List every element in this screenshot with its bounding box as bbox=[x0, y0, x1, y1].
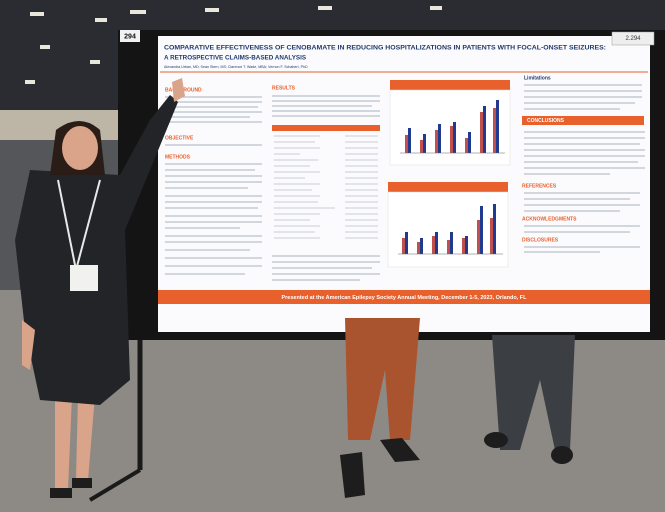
section-heading: ACKNOWLEDGMENTS bbox=[522, 216, 577, 222]
section-heading: DISCLOSURES bbox=[522, 237, 559, 243]
board-number-tag bbox=[120, 30, 140, 42]
section-heading: Limitations bbox=[524, 75, 551, 81]
presenter bbox=[15, 78, 185, 498]
figure-bars bbox=[400, 100, 505, 154]
badge bbox=[70, 265, 98, 291]
conclusions-bar bbox=[522, 116, 644, 125]
section-heading: REFERENCES bbox=[522, 183, 557, 189]
poster-number-box bbox=[611, 31, 655, 46]
section-heading: CONCLUSIONS bbox=[527, 118, 565, 124]
poster-number: 2.294 bbox=[625, 36, 641, 42]
footer-bar bbox=[158, 290, 650, 304]
poster-footer: Presented at the American Epilepsy Socie… bbox=[281, 295, 527, 301]
section-heading: OBJECTIVE bbox=[165, 135, 194, 141]
board-foot bbox=[88, 468, 142, 502]
poster-subtitle: A RETROSPECTIVE CLAIMS-BASED ANALYSIS bbox=[164, 55, 306, 62]
figure-header bbox=[390, 80, 510, 90]
person-behind bbox=[340, 318, 575, 498]
figure-header bbox=[388, 182, 508, 192]
table-header bbox=[272, 125, 380, 131]
figure bbox=[387, 191, 509, 268]
ceiling-lights bbox=[25, 6, 442, 84]
figure-bars bbox=[398, 204, 503, 255]
body-text bbox=[165, 84, 645, 281]
section-heading: METHODS bbox=[165, 154, 191, 160]
table-rows bbox=[274, 135, 378, 239]
section-heading: RESULTS bbox=[272, 85, 296, 91]
poster-title: COMPARATIVE EFFECTIVENESS OF CENOBAMATE … bbox=[164, 45, 606, 52]
board-number: 294 bbox=[124, 33, 136, 40]
poster-authors: Alexandra Urban, MD; Sean Stern, MS; Cla… bbox=[164, 65, 308, 69]
